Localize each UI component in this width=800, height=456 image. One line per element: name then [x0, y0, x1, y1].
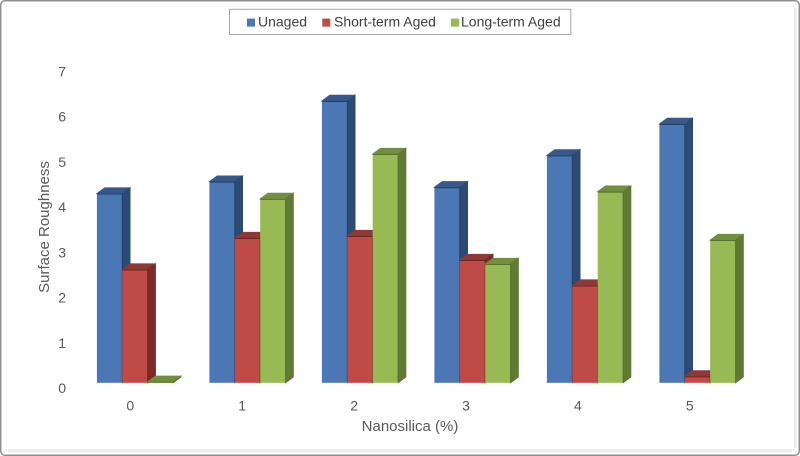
svg-text:2: 2 — [58, 290, 66, 306]
svg-text:Short-term Aged: Short-term Aged — [334, 13, 436, 29]
svg-text:2: 2 — [350, 398, 358, 414]
svg-text:0: 0 — [58, 380, 66, 396]
svg-text:Unaged: Unaged — [258, 13, 307, 29]
svg-text:1: 1 — [238, 398, 246, 414]
svg-text:0: 0 — [126, 398, 134, 414]
svg-text:1: 1 — [58, 335, 66, 351]
svg-text:5: 5 — [686, 398, 694, 414]
svg-text:3: 3 — [462, 398, 470, 414]
svg-text:Nanosilica (%): Nanosilica (%) — [362, 418, 459, 435]
svg-text:4: 4 — [58, 199, 66, 215]
svg-text:3: 3 — [58, 244, 66, 260]
svg-text:6: 6 — [58, 109, 66, 125]
svg-text:Long-term Aged: Long-term Aged — [461, 13, 561, 29]
svg-text:5: 5 — [58, 154, 66, 170]
svg-text:Surface Roughness: Surface Roughness — [36, 161, 53, 293]
svg-text:4: 4 — [574, 398, 582, 414]
svg-text:7: 7 — [58, 63, 66, 79]
